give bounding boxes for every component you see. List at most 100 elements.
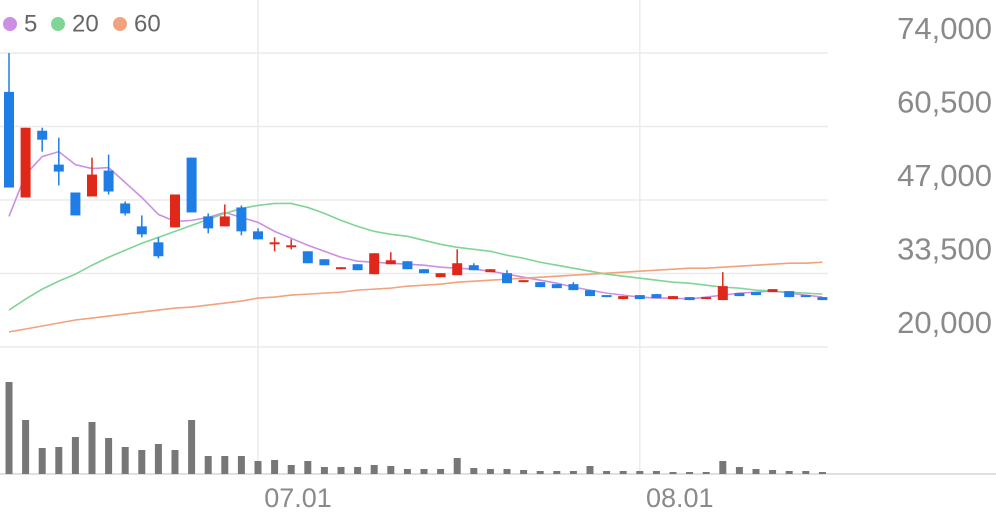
volume-bar: [320, 467, 328, 474]
volume-bar: [785, 471, 793, 474]
legend-label: 20: [72, 10, 99, 37]
volume-bar: [387, 466, 395, 474]
legend-marker: [51, 17, 65, 31]
ma-line: [8, 261, 823, 333]
volume-bar: [38, 448, 46, 474]
ma-line: [8, 202, 823, 311]
volume-bar: [520, 470, 528, 474]
volume-bar: [22, 420, 30, 474]
candle-body: [435, 273, 446, 278]
volume-bar: [470, 468, 478, 474]
candle-body: [385, 260, 396, 265]
volume-bar: [154, 444, 162, 474]
legend-marker: [113, 17, 127, 31]
volume-bar: [486, 469, 494, 474]
volume-bar: [652, 471, 660, 474]
y-tick-label: 47,000: [897, 158, 992, 193]
x-tick-label: 07.01: [264, 483, 332, 513]
candle-body: [203, 216, 214, 229]
volume-bar: [769, 470, 777, 474]
volume-bar: [536, 471, 544, 474]
candle-body: [784, 291, 795, 298]
volume-bar: [204, 456, 212, 474]
candle-body: [319, 259, 330, 266]
candle-body: [668, 296, 678, 300]
x-tick-label: 08.01: [646, 483, 714, 513]
legend-label: 60: [134, 10, 161, 37]
candle-body: [518, 280, 529, 283]
candle-body: [153, 242, 164, 257]
volume-bar: [686, 472, 694, 474]
candle-body: [369, 253, 380, 275]
volume-bar: [818, 472, 826, 474]
candle-body: [4, 91, 14, 188]
volume-bar: [337, 467, 345, 474]
candle-body: [535, 282, 546, 288]
candle-body: [103, 170, 114, 192]
volume-bar: [586, 466, 594, 474]
volume-bar: [55, 447, 63, 474]
legend-label: 5: [24, 10, 37, 37]
volume-bar: [702, 472, 710, 474]
candle-body: [468, 265, 479, 271]
volume-bar: [453, 458, 461, 474]
volume-bar: [669, 472, 677, 474]
volume-bar: [420, 469, 428, 474]
candle-body: [269, 242, 280, 245]
volume-bar: [221, 456, 229, 474]
volume-bar: [254, 461, 262, 474]
candle-body: [253, 231, 263, 240]
candle-body: [684, 297, 695, 301]
volume-bar: [569, 471, 577, 474]
candle-body: [634, 295, 645, 300]
candle-body: [485, 269, 496, 273]
candle-body: [800, 295, 811, 298]
candle-body: [402, 261, 413, 270]
candle-body: [336, 267, 346, 270]
volume-bar: [802, 471, 810, 474]
volume-bar: [171, 450, 179, 474]
candle-body: [186, 157, 197, 213]
volume-bar: [138, 450, 146, 474]
volume-bar: [437, 469, 445, 474]
volume-bar: [619, 471, 627, 474]
candle-body: [651, 294, 662, 299]
candle-body: [767, 289, 778, 293]
candle-body: [70, 192, 81, 216]
candle-body: [136, 226, 147, 235]
volume-bar: [603, 471, 611, 474]
volume-bar: [403, 469, 411, 474]
candle-body: [170, 194, 180, 228]
ma-line: [8, 150, 823, 300]
volume-bar: [553, 471, 561, 474]
volume-bar: [121, 447, 129, 474]
y-tick-label: 60,500: [897, 85, 992, 120]
volume-bar: [71, 437, 79, 474]
candle-body: [701, 297, 712, 300]
volume-bar: [88, 422, 96, 474]
candle-body: [419, 269, 429, 274]
candle-body: [120, 203, 131, 214]
candle-body: [219, 216, 230, 227]
candle-body: [37, 130, 48, 140]
y-tick-label: 74,000: [897, 11, 992, 46]
candle-body: [352, 264, 363, 271]
candle-body: [87, 174, 97, 197]
volume-bar: [370, 465, 378, 474]
volume-bar: [304, 461, 312, 474]
candle-body: [618, 296, 629, 300]
y-tick-label: 20,000: [897, 305, 992, 340]
candle-body: [20, 127, 31, 198]
candle-body: [751, 292, 761, 296]
candle-body: [53, 164, 64, 172]
volume-bar: [237, 456, 245, 474]
volume-bar: [354, 467, 362, 474]
volume-bar: [735, 467, 743, 474]
candle-body: [286, 245, 297, 248]
volume-bar: [719, 461, 727, 474]
candle-body: [568, 284, 579, 291]
volume-bar: [105, 438, 113, 474]
volume-bar: [287, 465, 295, 474]
candle-body: [452, 263, 463, 276]
